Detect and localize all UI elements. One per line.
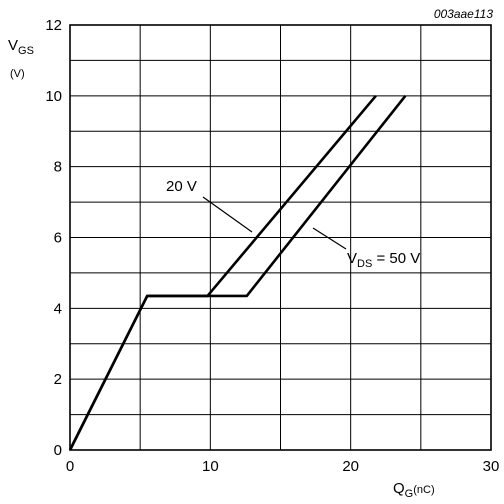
svg-text:VGS: VGS (8, 37, 34, 57)
y-tick-label: 2 (54, 371, 62, 388)
annotation-50v-main: V (347, 250, 357, 267)
x-axis-label-main: Q (393, 480, 405, 497)
tick-labels: 0 10 20 30 0 2 4 6 8 10 12 (45, 17, 499, 475)
x-axis-label-sub: G (405, 488, 414, 500)
plot-frame (69, 24, 492, 451)
grid (70, 25, 491, 450)
annotation-50v: VDS = 50 V (312, 227, 420, 270)
figure-code: 003aae113 (434, 7, 494, 21)
x-tick-label: 20 (342, 458, 359, 475)
annotation-50v-sub: DS (357, 258, 372, 270)
y-tick-label: 4 (54, 300, 62, 317)
annotation-20v-leader (202, 196, 253, 233)
svg-text:VDS = 50 V: VDS = 50 V (347, 250, 420, 270)
y-axis-label-sub: GS (18, 45, 34, 57)
x-tick-label: 10 (202, 458, 219, 475)
y-tick-label: 10 (45, 88, 62, 105)
y-axis-label: VGS (V) (8, 37, 34, 80)
x-tick-label: 0 (66, 458, 74, 475)
y-tick-label: 8 (54, 159, 62, 176)
series-lines (68, 94, 407, 451)
annotation-50v-rest: = 50 V (372, 250, 420, 267)
annotation-20v-label: 20 V (166, 178, 197, 195)
y-axis-unit: (V) (10, 68, 25, 80)
y-tick-label: 0 (54, 442, 62, 459)
x-axis-label: QG(nC) (393, 480, 435, 500)
series-line-2 (68, 94, 407, 451)
y-tick-label: 12 (45, 17, 62, 34)
y-axis-label-main: V (8, 37, 18, 54)
annotation-50v-leader (312, 227, 347, 250)
x-axis-unit: (nC) (413, 484, 434, 496)
y-tick-label: 6 (54, 230, 62, 247)
annotation-20v: 20 V (166, 178, 253, 233)
x-tick-label: 30 (483, 458, 500, 475)
svg-text:QG(nC): QG(nC) (393, 480, 435, 500)
